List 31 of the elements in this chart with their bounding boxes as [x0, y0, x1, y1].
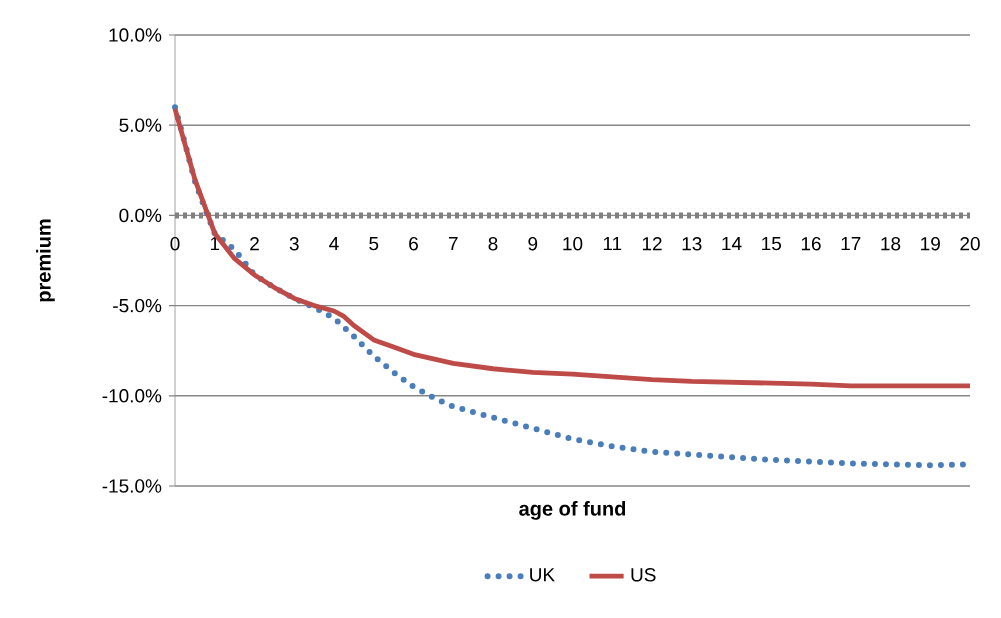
- x-tick-label: 9: [528, 237, 538, 251]
- x-tick-label: 20: [960, 237, 980, 251]
- x-tick-label: 13: [682, 237, 702, 251]
- x-tick-label: 16: [801, 237, 821, 251]
- y-tick-label: -5.0%: [113, 298, 162, 313]
- y-tick-label: -10.0%: [102, 389, 162, 403]
- x-tick-label: 12: [642, 237, 662, 251]
- x-tick-label: 15: [762, 236, 782, 251]
- x-tick-label: 10: [563, 237, 583, 251]
- x-tick-label: 6: [409, 237, 418, 251]
- legend-label: UK: [530, 568, 555, 582]
- x-tick-label: 19: [921, 237, 940, 251]
- x-tick-label: 14: [722, 236, 742, 251]
- y-axis-title: premium: [36, 219, 55, 302]
- x-tick-label: 5: [369, 236, 379, 251]
- x-tick-label: 4: [329, 236, 339, 251]
- y-tick-label: 10.0%: [109, 28, 162, 42]
- x-tick-label: 8: [488, 237, 498, 251]
- x-axis-title: age of fund: [519, 501, 626, 520]
- y-tick-label: 0.0%: [119, 208, 162, 223]
- x-tick-label: 1: [210, 236, 220, 251]
- x-tick-label: 18: [881, 237, 901, 251]
- legend-label: US: [631, 568, 656, 582]
- y-tick-label: -15.0%: [102, 479, 162, 493]
- x-tick-label: 17: [841, 236, 861, 251]
- x-tick-label: 7: [448, 236, 458, 251]
- x-tick-label: 3: [289, 237, 299, 251]
- y-tick-label: 5.0%: [119, 118, 162, 132]
- x-tick-label: 2: [250, 237, 259, 251]
- x-tick-label: 0: [170, 237, 180, 251]
- x-tick-label: 11: [603, 236, 622, 251]
